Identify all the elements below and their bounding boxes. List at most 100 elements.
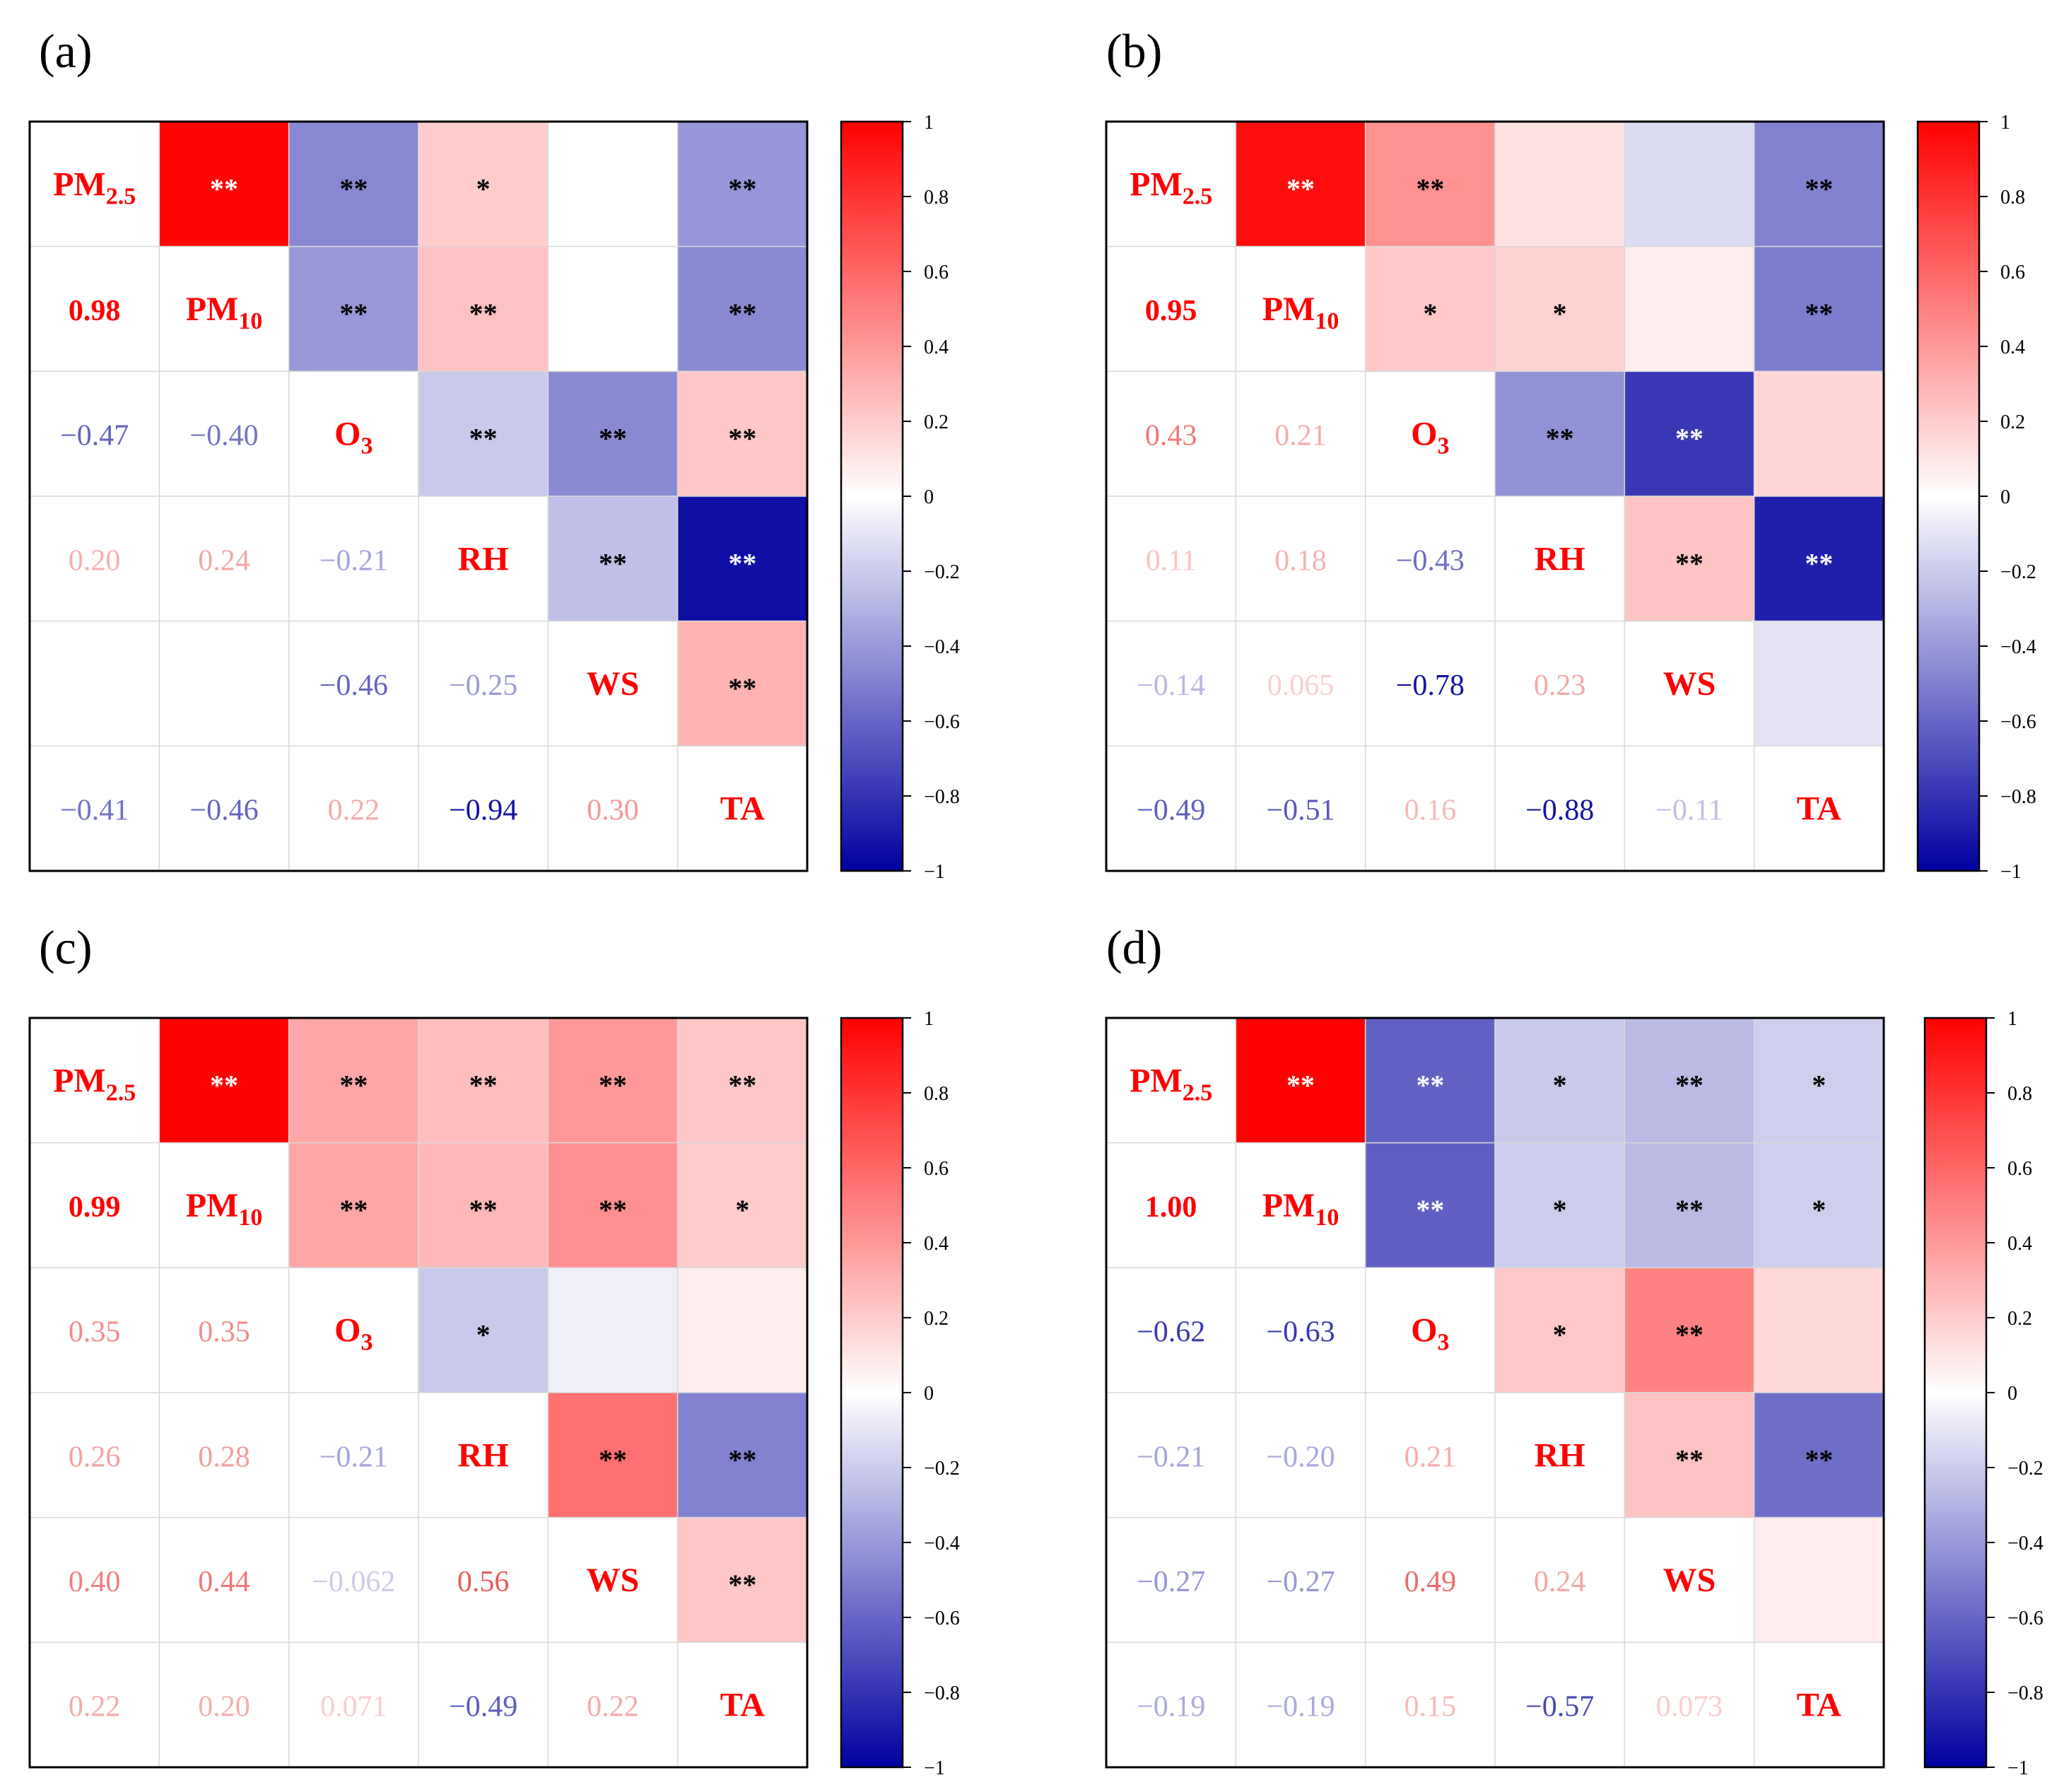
heatmap-cell bbox=[418, 496, 549, 622]
variable-label: TA bbox=[720, 1687, 765, 1724]
variable-label: RH bbox=[458, 540, 509, 578]
correlation-value: 0.40 bbox=[69, 1566, 121, 1598]
heatmap-cell bbox=[1106, 370, 1237, 497]
significance-marker: ** bbox=[1416, 1069, 1444, 1101]
correlation-value: 0.21 bbox=[1274, 420, 1327, 452]
heatmap-cell bbox=[158, 620, 290, 747]
correlation-value: −0.78 bbox=[1396, 669, 1465, 702]
heatmap-cell bbox=[29, 620, 160, 747]
variable-label: PM2.5 bbox=[1130, 165, 1212, 209]
heatmap-cell bbox=[288, 1392, 419, 1518]
correlation-value: 0.56 bbox=[457, 1566, 510, 1598]
heatmap-cell bbox=[418, 121, 549, 247]
heatmap-cell bbox=[1624, 1017, 1755, 1144]
heatmap-cell bbox=[1364, 370, 1496, 497]
significance-marker: ** bbox=[1416, 1194, 1444, 1226]
correlation-value: −0.21 bbox=[319, 544, 388, 577]
heatmap-cell bbox=[288, 1017, 419, 1144]
colorbar-tick-label: −0.4 bbox=[924, 1533, 960, 1554]
colorbar-tick-label: 0.2 bbox=[924, 1308, 949, 1330]
heatmap-cell bbox=[1753, 745, 1884, 872]
variable-label: WS bbox=[1663, 1562, 1716, 1599]
significance-marker: ** bbox=[1675, 1443, 1704, 1475]
heatmap-cell bbox=[1753, 1267, 1884, 1393]
colorbar-tick-label: −0.8 bbox=[2000, 786, 2036, 808]
correlation-value: 0.065 bbox=[1267, 669, 1335, 702]
correlation-value: 0.16 bbox=[1405, 795, 1457, 827]
significance-marker: ** bbox=[728, 547, 756, 579]
variable-label: PM10 bbox=[1262, 291, 1339, 334]
heatmap-cell bbox=[288, 620, 419, 747]
heatmap-cell bbox=[1494, 1267, 1626, 1393]
correlation-value: 0.073 bbox=[1656, 1691, 1723, 1723]
heatmap-border bbox=[1105, 1017, 1885, 1769]
colorbar-tick-label: 1 bbox=[924, 1008, 934, 1030]
correlation-value: −0.62 bbox=[1137, 1316, 1205, 1349]
correlation-value: −0.94 bbox=[449, 795, 517, 827]
heatmap-cell bbox=[1753, 1392, 1884, 1518]
heatmap-cell bbox=[1494, 1017, 1626, 1144]
correlation-value: −0.49 bbox=[1137, 795, 1205, 827]
heatmap-cell bbox=[1106, 1641, 1237, 1768]
variable-label: WS bbox=[1663, 665, 1716, 703]
correlation-value: −0.43 bbox=[1396, 544, 1465, 577]
heatmap-cell bbox=[547, 1516, 679, 1644]
heatmap-cell bbox=[1106, 745, 1237, 872]
variable-label: RH bbox=[458, 1436, 509, 1474]
significance-marker: ** bbox=[469, 1194, 498, 1226]
colorbar-tick-label: −0.6 bbox=[2000, 711, 2036, 733]
heatmap-cell bbox=[1753, 1641, 1884, 1768]
heatmap-cell bbox=[1364, 496, 1496, 622]
colorbar-tick-label: 0.8 bbox=[2007, 1083, 2032, 1105]
heatmap-cell bbox=[1106, 620, 1237, 747]
colorbar-tick-label: 0.6 bbox=[2007, 1158, 2032, 1180]
colorbar bbox=[840, 120, 904, 872]
heatmap-cell bbox=[1494, 745, 1626, 872]
heatmap-cell bbox=[288, 745, 419, 872]
correlation-value: −0.062 bbox=[312, 1566, 395, 1598]
significance-marker: ** bbox=[728, 1443, 756, 1475]
heatmap-cell bbox=[158, 1017, 290, 1144]
significance-marker: ** bbox=[1286, 1069, 1315, 1101]
variable-label: O3 bbox=[334, 416, 373, 459]
heatmap-cell bbox=[418, 1017, 549, 1144]
variable-label: RH bbox=[1535, 1436, 1585, 1474]
heatmap-cell bbox=[1106, 1142, 1237, 1269]
heatmap-cell bbox=[1235, 1641, 1366, 1768]
variable-label: O3 bbox=[334, 1312, 373, 1356]
heatmap-cell bbox=[1235, 1142, 1366, 1269]
heatmap-cell bbox=[158, 121, 290, 247]
significance-marker: ** bbox=[599, 423, 627, 455]
colorbar-tick-label: 1 bbox=[924, 112, 934, 134]
colorbar-tick-label: 0.4 bbox=[2007, 1233, 2032, 1255]
heatmap-cell bbox=[1364, 1641, 1496, 1768]
heatmap-cell bbox=[1235, 496, 1366, 622]
heatmap-cell bbox=[547, 370, 679, 497]
colorbar-tick-label: −0.6 bbox=[924, 711, 960, 733]
colorbar-tick-label: −1 bbox=[2000, 861, 2022, 883]
heatmap-panel-c: (c) PM2.5 PM10 O3 RH WS TA 0.99 0.35 0.35 0.26 0.28… bbox=[28, 920, 960, 1779]
heatmap-cell bbox=[1624, 620, 1755, 747]
heatmap-cell bbox=[1494, 620, 1626, 747]
colorbar-tick-label: −0.8 bbox=[924, 786, 960, 808]
significance-marker: ** bbox=[1805, 298, 1833, 329]
heatmap-cell bbox=[1624, 1142, 1755, 1269]
colorbar-tick-label: 0.6 bbox=[2000, 262, 2025, 283]
heatmap-cell bbox=[1753, 1516, 1884, 1644]
colorbar bbox=[840, 1017, 904, 1769]
heatmap-cell bbox=[158, 370, 290, 497]
colorbar-tick-label: 0.4 bbox=[2000, 336, 2025, 358]
heatmap-cell bbox=[29, 1267, 160, 1393]
significance-marker: ** bbox=[1805, 1443, 1833, 1475]
colorbar-tick-label: −0.6 bbox=[2007, 1607, 2044, 1629]
colorbar-tick-label: 0.8 bbox=[924, 187, 949, 209]
heatmap-cell bbox=[1106, 496, 1237, 622]
heatmap-cell bbox=[1624, 1267, 1755, 1393]
correlation-value: 0.11 bbox=[1146, 544, 1197, 577]
significance-marker: ** bbox=[1416, 172, 1444, 204]
correlation-value: 0.35 bbox=[198, 1316, 250, 1349]
heatmap-cell bbox=[1753, 620, 1884, 747]
significance-marker: ** bbox=[339, 1194, 368, 1226]
significance-marker: ** bbox=[1805, 547, 1833, 579]
